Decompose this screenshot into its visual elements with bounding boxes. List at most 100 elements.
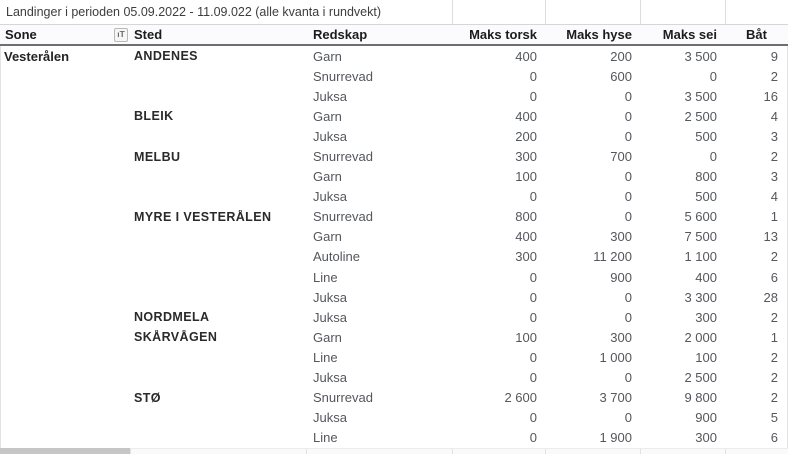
cell-redskap: Juksa: [313, 410, 347, 426]
table-row[interactable]: Line 0 1 000 100 2: [0, 347, 788, 367]
cell-maks-hyse: 0: [624, 108, 632, 124]
horizontal-scrollbar-track[interactable]: [0, 448, 788, 454]
cell-maks-sei: 2 500: [684, 370, 717, 386]
cell-maks-sei: 500: [695, 128, 717, 144]
cell-maks-sei: 300: [695, 430, 717, 446]
cell-maks-sei: 0: [709, 149, 717, 165]
cell-maks-hyse: 0: [624, 88, 632, 104]
column-header-sone[interactable]: Sone ıT: [0, 25, 130, 44]
cell-bat: 3: [770, 128, 778, 144]
table-row[interactable]: BLEIK Garn 400 0 2 500 4: [0, 106, 788, 126]
table-row[interactable]: Juksa 200 0 500 3: [0, 126, 788, 146]
strip-seg: [725, 449, 788, 454]
cell-maks-sei: 2 000: [684, 329, 717, 345]
cell-bat: 4: [770, 108, 778, 124]
cell-redskap: Garn: [313, 229, 342, 245]
cell-bat: 5: [770, 410, 778, 426]
table-row[interactable]: Garn 400 300 7 500 13: [0, 227, 788, 247]
cell-maks-torsk: 0: [529, 349, 537, 365]
cell-maks-sei: 7 500: [684, 229, 717, 245]
cell-bat: 28: [763, 289, 778, 305]
table-header-row: Sone ıT Sted Redskap Maks torsk Maks hys…: [0, 25, 788, 46]
column-header-sted[interactable]: Sted: [134, 27, 163, 42]
table-row[interactable]: Line 0 900 400 6: [0, 267, 788, 287]
table-row[interactable]: Snurrevad 0 600 0 2: [0, 66, 788, 86]
cell-redskap: Snurrevad: [313, 149, 373, 165]
table-row[interactable]: Line 0 1 900 300 6: [0, 428, 788, 448]
table-row[interactable]: Garn 100 0 800 3: [0, 167, 788, 187]
strip-seg: [452, 449, 545, 454]
table-row[interactable]: MELBU Snurrevad 300 700 0 2: [0, 146, 788, 166]
cell-maks-torsk: 2 600: [504, 390, 537, 406]
column-header-redskap[interactable]: Redskap: [313, 27, 368, 42]
table-row[interactable]: Juksa 0 0 900 5: [0, 408, 788, 428]
cell-maks-sei: 100: [695, 349, 717, 365]
cell-bat: 3: [770, 169, 778, 185]
text-filter-icon[interactable]: ıT: [114, 27, 128, 42]
table-row[interactable]: NORDMELA Juksa 0 0 300 2: [0, 307, 788, 327]
cell-redskap: Juksa: [313, 128, 347, 144]
cell-maks-torsk: 200: [515, 128, 537, 144]
title-spacer-sei: [640, 0, 725, 24]
table-row[interactable]: STØ Snurrevad 2 600 3 700 9 800 2: [0, 388, 788, 408]
cell-redskap: Juksa: [313, 370, 347, 386]
cell-maks-sei: 800: [695, 169, 717, 185]
table-row[interactable]: Juksa 0 0 3 300 28: [0, 287, 788, 307]
cell-sted: MYRE I VESTERÅLEN: [134, 209, 272, 224]
cell-maks-sei: 1 100: [684, 249, 717, 265]
table-row[interactable]: Juksa 0 0 3 500 16: [0, 86, 788, 106]
cell-maks-hyse: 3 700: [599, 390, 632, 406]
cell-bat: 6: [770, 430, 778, 446]
cell-bat: 2: [770, 390, 778, 406]
column-header-maks-sei[interactable]: Maks sei: [662, 27, 717, 42]
column-header-bat[interactable]: Båt: [746, 27, 767, 42]
cell-bat: 2: [770, 68, 778, 84]
cell-maks-sei: 5 600: [684, 209, 717, 225]
cell-maks-torsk: 0: [529, 410, 537, 426]
cell-redskap: Juksa: [313, 309, 347, 325]
cell-maks-hyse: 0: [624, 189, 632, 205]
cell-maks-hyse: 0: [624, 169, 632, 185]
cell-bat: 2: [770, 370, 778, 386]
horizontal-scrollbar-thumb[interactable]: [0, 448, 130, 454]
cell-maks-torsk: 300: [515, 249, 537, 265]
cell-redskap: Juksa: [313, 289, 347, 305]
table-row[interactable]: Vesterålen ANDENES Garn 400 200 3 500 9: [0, 46, 788, 66]
cell-maks-torsk: 0: [529, 370, 537, 386]
cell-bat: 9: [770, 48, 778, 64]
cell-bat: 4: [770, 189, 778, 205]
cell-sone: Vesterålen: [4, 48, 70, 64]
cell-maks-hyse: 700: [610, 149, 632, 165]
cell-redskap: Snurrevad: [313, 209, 373, 225]
column-header-maks-hyse[interactable]: Maks hyse: [566, 27, 632, 42]
cell-maks-sei: 9 800: [684, 390, 717, 406]
title-spacer-hyse: [545, 0, 640, 24]
cell-maks-sei: 300: [695, 309, 717, 325]
cell-bat: 2: [770, 349, 778, 365]
table-body: Vesterålen ANDENES Garn 400 200 3 500 9 …: [0, 46, 788, 448]
cell-redskap: Snurrevad: [313, 68, 373, 84]
strip-seg: [306, 449, 452, 454]
cell-maks-torsk: 400: [515, 108, 537, 124]
table-row[interactable]: SKÅRVÅGEN Garn 100 300 2 000 1: [0, 327, 788, 347]
cell-bat: 2: [770, 309, 778, 325]
cell-maks-sei: 2 500: [684, 108, 717, 124]
cell-redskap: Juksa: [313, 88, 347, 104]
table-row[interactable]: Juksa 0 0 2 500 2: [0, 368, 788, 388]
table-row[interactable]: MYRE I VESTERÅLEN Snurrevad 800 0 5 600 …: [0, 207, 788, 227]
cell-maks-torsk: 300: [515, 149, 537, 165]
title-spacer-torsk: [452, 0, 545, 24]
cell-maks-torsk: 400: [515, 48, 537, 64]
cell-maks-hyse: 1 900: [599, 430, 632, 446]
table-row[interactable]: Juksa 0 0 500 4: [0, 187, 788, 207]
strip-seg: [640, 449, 725, 454]
cell-redskap: Autoline: [313, 249, 360, 265]
cell-maks-hyse: 300: [610, 329, 632, 345]
table-row[interactable]: Autoline 300 11 200 1 100 2: [0, 247, 788, 267]
cell-maks-torsk: 0: [529, 68, 537, 84]
cell-redskap: Garn: [313, 48, 342, 64]
title-spacer-bat: [725, 0, 788, 24]
cell-redskap: Juksa: [313, 189, 347, 205]
table-title-band: Landinger i perioden 05.09.2022 - 11.09.…: [0, 0, 788, 25]
column-header-maks-torsk[interactable]: Maks torsk: [469, 27, 537, 42]
